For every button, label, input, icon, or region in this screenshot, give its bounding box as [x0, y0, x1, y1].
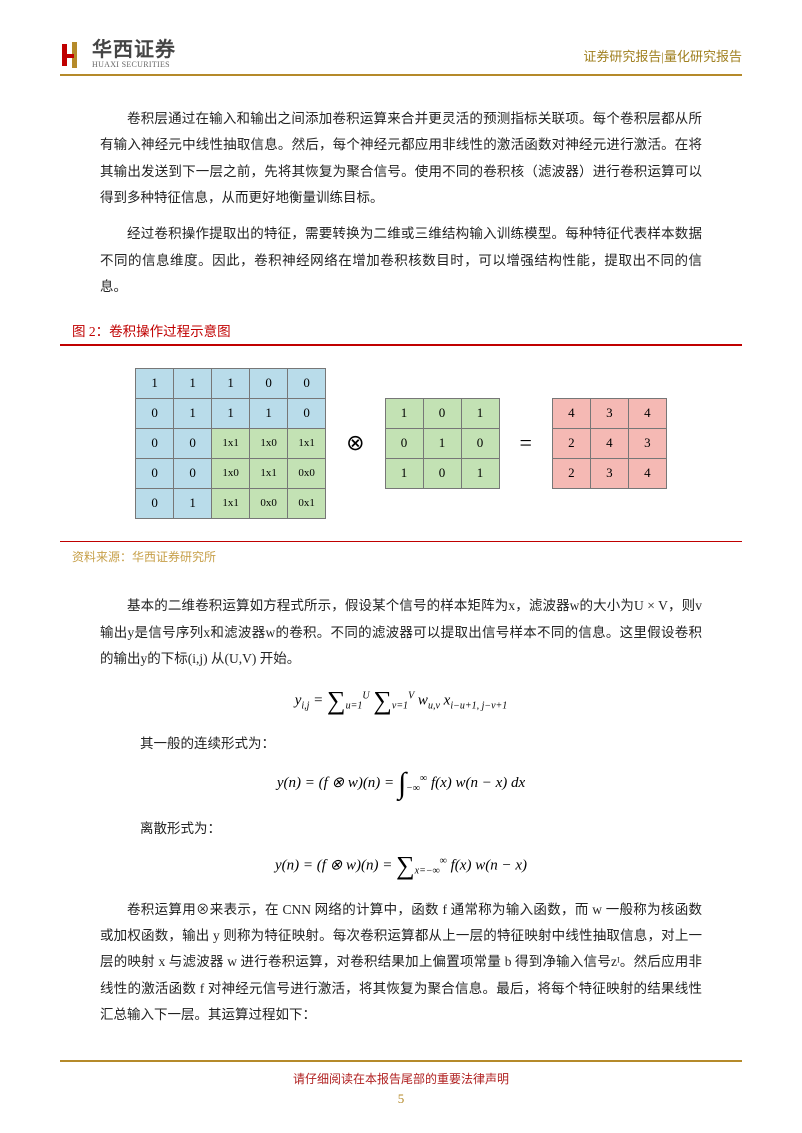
paragraph-2: 经过卷积操作提取出的特征，需要转换为二维或三维结构输入训练模型。每种特征代表样本… — [100, 221, 702, 300]
matrix-cell: 0 — [136, 458, 174, 488]
report-category: 证券研究报告|量化研究报告 — [583, 46, 742, 65]
matrix-cell: 0x0 — [250, 488, 288, 518]
matrix-cell: 0 — [288, 398, 326, 428]
label-discrete: 离散形式为： — [140, 817, 702, 837]
matrix-cell: 0 — [385, 428, 423, 458]
kernel-matrix: 101010101 — [385, 398, 500, 489]
formula-discrete: y(n) = (f ⊗ w)(n) = ∑x=−∞∞ f(x) w(n − x) — [60, 849, 742, 883]
matrix-cell: 2 — [552, 458, 590, 488]
figure-caption-row: 图 2：卷积操作过程示意图 — [60, 318, 742, 346]
footer-rule — [60, 1060, 742, 1062]
company-name-cn: 华西证券 — [92, 40, 176, 61]
logo-icon — [60, 40, 86, 70]
matrix-cell: 1 — [212, 368, 250, 398]
matrix-cell: 1 — [174, 398, 212, 428]
output-matrix: 434243234 — [552, 398, 667, 489]
matrix-cell: 3 — [590, 458, 628, 488]
conv-operator: ⊗ — [346, 430, 364, 456]
matrix-cell: 0x1 — [288, 488, 326, 518]
page-header: 华西证券 HUAXI SECURITIES 证券研究报告|量化研究报告 — [60, 40, 742, 70]
matrix-cell: 3 — [628, 428, 666, 458]
matrix-cell: 0 — [174, 458, 212, 488]
figure-source: 资料来源：华西证券研究所 — [60, 542, 742, 565]
convolution-diagram: 1110001110001x11x01x1001x01x10x0011x10x0… — [60, 346, 742, 541]
matrix-cell: 0 — [136, 398, 174, 428]
input-matrix: 1110001110001x11x01x1001x01x10x0011x10x0… — [135, 368, 326, 519]
matrix-cell: 1x0 — [250, 428, 288, 458]
matrix-cell: 1x0 — [212, 458, 250, 488]
matrix-cell: 4 — [628, 398, 666, 428]
paragraph-3: 基本的二维卷积运算如方程式所示，假设某个信号的样本矩阵为x，滤波器w的大小为U … — [100, 593, 702, 672]
matrix-cell: 1x1 — [212, 488, 250, 518]
matrix-cell: 0 — [423, 398, 461, 428]
matrix-cell: 0 — [136, 428, 174, 458]
paragraph-1: 卷积层通过在输入和输出之间添加卷积运算来合并更灵活的预测指标关联项。每个卷积层都… — [100, 106, 702, 211]
company-name-en: HUAXI SECURITIES — [92, 61, 176, 69]
matrix-cell: 0 — [461, 428, 499, 458]
matrix-cell: 1 — [174, 368, 212, 398]
matrix-cell: 1x1 — [212, 428, 250, 458]
header-rule — [60, 74, 742, 76]
matrix-cell: 1 — [423, 428, 461, 458]
paragraph-4: 卷积运算用⊗来表示，在 CNN 网络的计算中，函数 f 通常称为输入函数，而 w… — [100, 897, 702, 1029]
formula-sum: yi,j = ∑u=1U ∑v=1V wu,v xi−u+1, j−v+1 — [60, 684, 742, 718]
matrix-cell: 2 — [552, 428, 590, 458]
matrix-cell: 4 — [590, 428, 628, 458]
matrix-cell: 1 — [385, 458, 423, 488]
matrix-cell: 1 — [212, 398, 250, 428]
page-number: 5 — [0, 1091, 802, 1107]
matrix-cell: 0 — [250, 368, 288, 398]
matrix-cell: 1x1 — [250, 458, 288, 488]
figure-caption: 图 2：卷积操作过程示意图 — [60, 318, 742, 344]
matrix-cell: 0x0 — [288, 458, 326, 488]
matrix-cell: 1 — [461, 458, 499, 488]
matrix-cell: 1x1 — [288, 428, 326, 458]
page-footer: 请仔细阅读在本报告尾部的重要法律声明 5 — [0, 1060, 802, 1107]
matrix-cell: 1 — [250, 398, 288, 428]
formula-integral: y(n) = (f ⊗ w)(n) = ∫−∞∞ f(x) w(n − x) d… — [60, 764, 742, 803]
footer-disclaimer: 请仔细阅读在本报告尾部的重要法律声明 — [0, 1070, 802, 1087]
label-continuous: 其一般的连续形式为： — [140, 732, 702, 752]
matrix-cell: 0 — [174, 428, 212, 458]
matrix-cell: 1 — [461, 398, 499, 428]
matrix-cell: 0 — [288, 368, 326, 398]
matrix-cell: 0 — [136, 488, 174, 518]
company-logo: 华西证券 HUAXI SECURITIES — [60, 40, 176, 70]
matrix-cell: 1 — [136, 368, 174, 398]
equals-operator: = — [520, 430, 532, 456]
matrix-cell: 0 — [423, 458, 461, 488]
matrix-cell: 1 — [174, 488, 212, 518]
matrix-cell: 4 — [552, 398, 590, 428]
matrix-cell: 3 — [590, 398, 628, 428]
matrix-cell: 4 — [628, 458, 666, 488]
matrix-cell: 1 — [385, 398, 423, 428]
